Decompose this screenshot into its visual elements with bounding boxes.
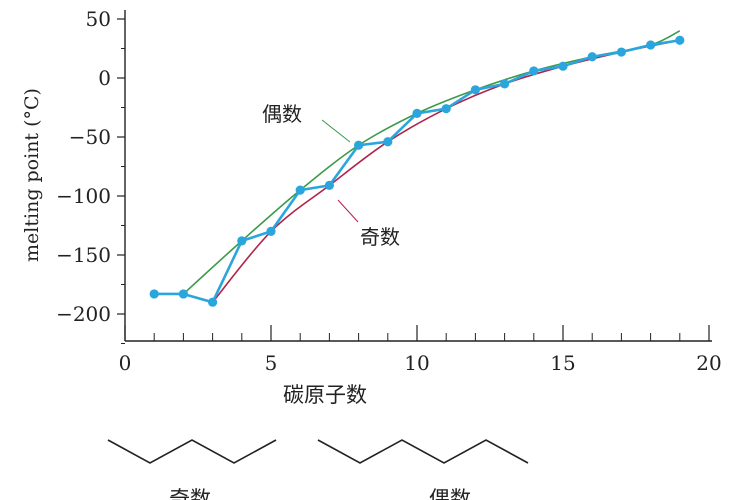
- data-series: [149, 35, 685, 307]
- data-point: [324, 180, 334, 190]
- data-point: [354, 140, 364, 150]
- x-tick-label: 5: [265, 351, 278, 375]
- data-point: [266, 226, 276, 236]
- data-point: [616, 47, 627, 57]
- data-point: [470, 85, 480, 95]
- data-point: [529, 66, 539, 76]
- data-point: [500, 79, 510, 89]
- labels: melting point (°C) 碳原子数 偶数 奇数: [21, 88, 400, 407]
- y-axis-label: melting point (°C): [21, 88, 43, 262]
- even-trend-curve: [182, 30, 681, 295]
- y-tick-label: −100: [56, 184, 111, 208]
- data-point: [558, 61, 568, 71]
- data-point: [441, 104, 451, 114]
- even-structure-label: 偶数: [429, 487, 471, 500]
- even-annotation-leader: [321, 119, 351, 143]
- y-tick-label: 50: [86, 7, 111, 31]
- odd-trend-curve: [211, 39, 680, 303]
- data-point: [412, 108, 422, 118]
- y-tick-label: −150: [56, 243, 111, 267]
- melting-point-line: [154, 38, 681, 304]
- data-point: [208, 297, 218, 307]
- data-point: [237, 236, 247, 246]
- axes: 50 0 −50 −100 −150 −200 0 5 10 15 20: [56, 7, 722, 375]
- y-tick-label: −50: [69, 125, 111, 149]
- data-point: [646, 40, 656, 50]
- x-tick-label: 15: [550, 351, 575, 375]
- y-tick-label: −200: [56, 302, 111, 326]
- even-curve-annotation: 偶数: [262, 102, 302, 126]
- data-point: [178, 289, 188, 299]
- trend-curves: [182, 30, 681, 303]
- odd-annotation-leader: [337, 199, 359, 223]
- odd-structure-label: 奇数: [169, 487, 211, 500]
- x-tick-label: 10: [404, 351, 429, 375]
- x-axis-label: 碳原子数: [283, 383, 367, 407]
- x-tick-label: 20: [696, 351, 721, 375]
- data-point: [295, 185, 305, 195]
- data-point: [587, 52, 597, 62]
- data-point: [149, 289, 159, 299]
- y-tick-label: 0: [98, 66, 111, 90]
- data-point: [383, 137, 393, 147]
- x-tick-label: 0: [119, 351, 132, 375]
- even-chain-zigzag: [317, 439, 529, 464]
- odd-curve-annotation: 奇数: [360, 225, 400, 249]
- data-point: [675, 35, 685, 45]
- odd-chain-zigzag: [107, 439, 277, 464]
- molecule-structures: 奇数 偶数: [107, 439, 529, 500]
